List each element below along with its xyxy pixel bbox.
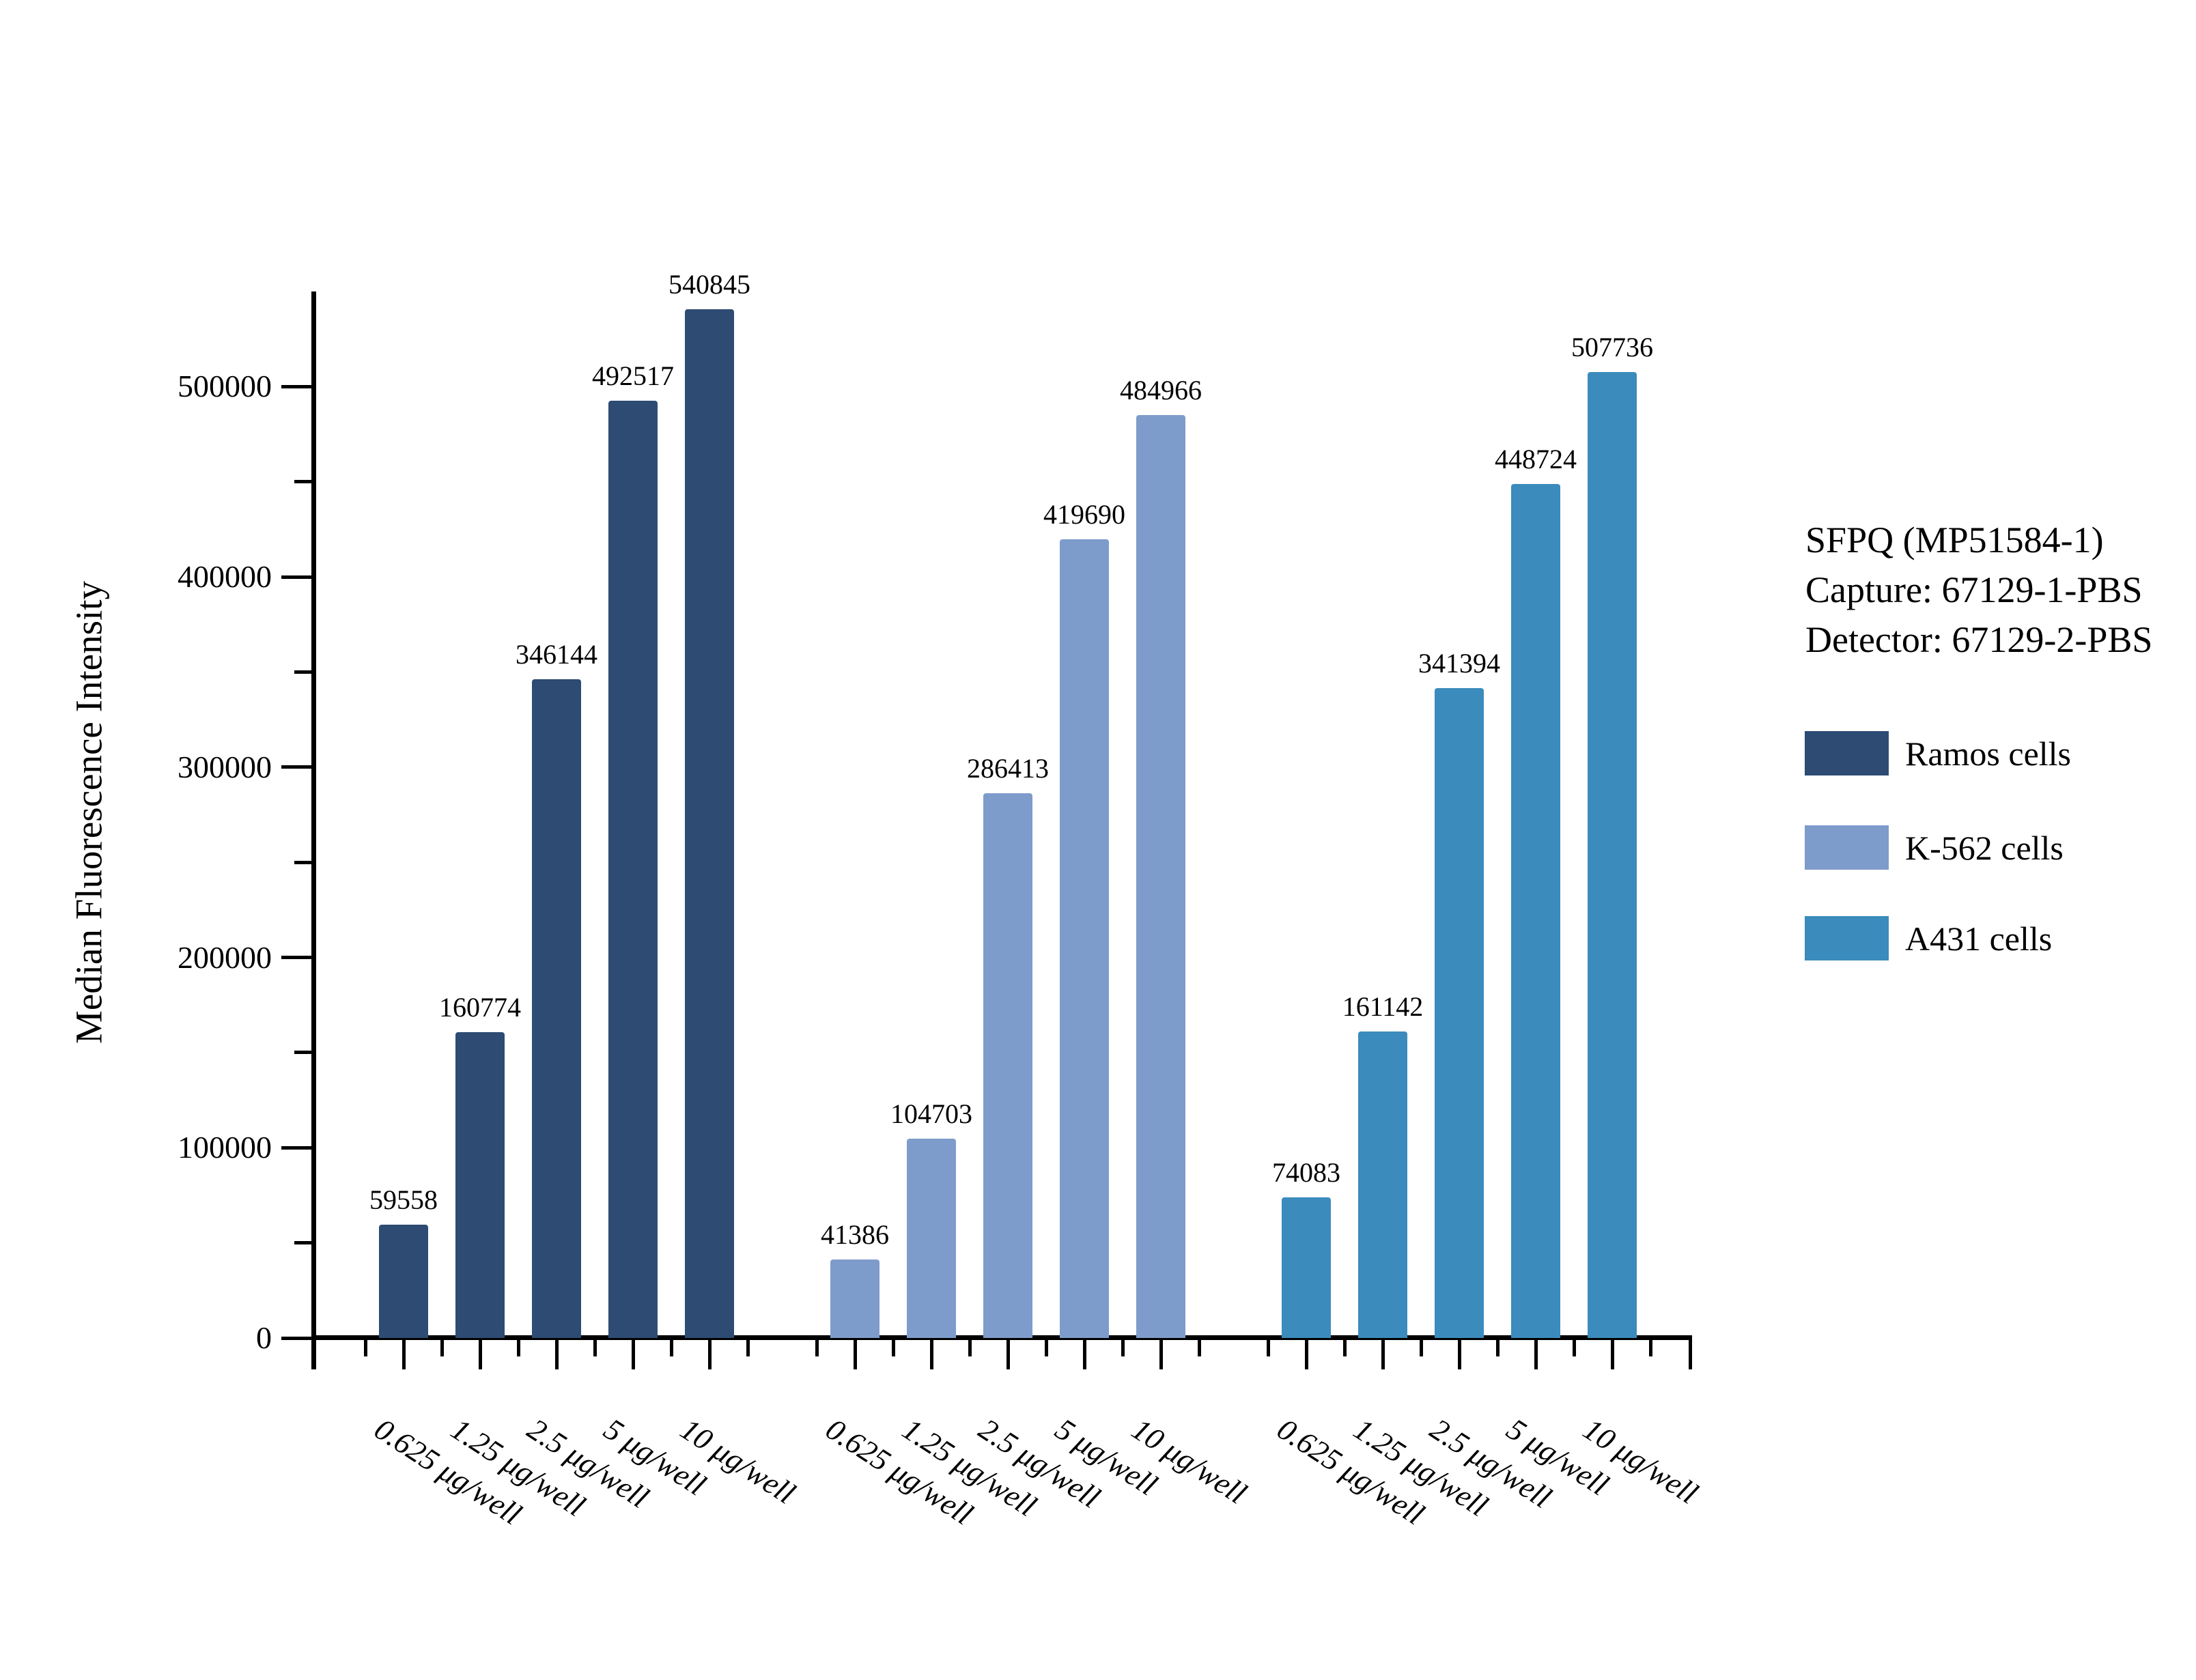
- bar: [685, 309, 734, 1338]
- x-major-tick: [402, 1338, 406, 1369]
- bar: [830, 1259, 879, 1338]
- x-major-tick: [1457, 1338, 1461, 1369]
- x-minor-tick: [1495, 1338, 1500, 1356]
- bar: [379, 1224, 428, 1338]
- x-minor-tick: [516, 1338, 520, 1356]
- x-minor-tick: [1572, 1338, 1576, 1356]
- bar-value-label: 160774: [439, 991, 521, 1023]
- bar: [983, 793, 1032, 1338]
- x-minor-tick: [1648, 1338, 1652, 1356]
- x-major-tick: [1381, 1338, 1385, 1369]
- x-axis-end-tick: [1689, 1335, 1692, 1369]
- bar: [1282, 1197, 1331, 1338]
- bar: [455, 1031, 505, 1338]
- bar-value-label: 41386: [821, 1219, 889, 1250]
- bar-value-label: 507736: [1571, 331, 1653, 362]
- bar: [608, 401, 658, 1338]
- y-tick-label: 500000: [178, 369, 272, 404]
- legend-header: SFPQ (MP51584-1) Capture: 67129-1-PBS De…: [1805, 515, 2152, 665]
- x-minor-tick: [746, 1338, 750, 1356]
- ramos-color-swatch: [1805, 731, 1889, 775]
- x-minor-tick: [1121, 1338, 1125, 1356]
- a431-color-swatch: [1805, 916, 1889, 960]
- bar: [1435, 688, 1484, 1338]
- bar: [907, 1139, 956, 1338]
- bar-value-label: 341394: [1418, 648, 1500, 679]
- bar-value-label: 484966: [1120, 375, 1202, 406]
- y-major-tick: [281, 956, 313, 960]
- x-major-tick: [631, 1338, 635, 1369]
- y-minor-tick: [294, 1241, 313, 1245]
- bar-value-label: 448724: [1495, 444, 1577, 475]
- y-major-tick: [281, 1145, 313, 1150]
- bar: [1060, 539, 1109, 1338]
- bar-value-label: 104703: [890, 1098, 972, 1130]
- bar-value-label: 540845: [668, 268, 750, 300]
- y-minor-tick: [294, 860, 313, 864]
- x-minor-tick: [968, 1338, 972, 1356]
- x-minor-tick: [1044, 1338, 1048, 1356]
- x-major-tick: [853, 1338, 857, 1369]
- x-major-tick: [478, 1338, 482, 1369]
- y-major-tick: [281, 384, 313, 388]
- bar-value-label: 74083: [1272, 1156, 1340, 1188]
- x-minor-tick: [815, 1338, 819, 1356]
- x-minor-tick: [440, 1338, 444, 1356]
- bar-value-label: 419690: [1043, 499, 1125, 530]
- legend-header-line-2: Capture: 67129-1-PBS: [1805, 569, 2143, 610]
- x-major-tick: [1082, 1338, 1086, 1369]
- legend-header-line-3: Detector: 67129-2-PBS: [1805, 619, 2153, 660]
- legend-entry-ramos: Ramos cells: [1805, 731, 2071, 775]
- bar: [1588, 371, 1637, 1338]
- x-minor-tick: [1419, 1338, 1423, 1356]
- legend-header-line-1: SFPQ (MP51584-1): [1805, 519, 2104, 560]
- x-minor-tick: [669, 1338, 673, 1356]
- legend-label-ramos: Ramos cells: [1905, 734, 2072, 773]
- x-minor-tick: [1197, 1338, 1201, 1356]
- bar-value-label: 346144: [516, 639, 597, 670]
- x-minor-tick: [1342, 1338, 1347, 1356]
- legend-label-k562: K-562 cells: [1905, 828, 2064, 867]
- y-tick-label: 400000: [178, 559, 272, 595]
- y-major-tick: [281, 1336, 313, 1340]
- y-axis-line: [311, 291, 316, 1369]
- bar-value-label: 492517: [592, 360, 674, 392]
- legend-label-a431: A431 cells: [1905, 919, 2053, 958]
- x-major-tick: [1006, 1338, 1010, 1369]
- legend-entry-k562: K-562 cells: [1805, 825, 2064, 870]
- y-tick-label: 300000: [178, 749, 272, 784]
- y-tick-label: 200000: [178, 939, 272, 975]
- bar-value-label: 59558: [369, 1184, 438, 1215]
- x-major-tick: [1534, 1338, 1538, 1369]
- bar: [1511, 484, 1560, 1338]
- x-major-tick: [1304, 1338, 1308, 1369]
- y-tick-label: 100000: [178, 1130, 272, 1165]
- bar-value-label: 161142: [1342, 991, 1424, 1022]
- y-major-tick: [281, 575, 313, 579]
- x-major-tick: [707, 1338, 712, 1369]
- x-major-tick: [554, 1338, 559, 1369]
- x-major-tick: [929, 1338, 933, 1369]
- x-major-tick: [1159, 1338, 1163, 1369]
- y-minor-tick: [294, 670, 313, 674]
- y-major-tick: [281, 765, 313, 769]
- y-minor-tick: [294, 1051, 313, 1055]
- x-minor-tick: [593, 1338, 597, 1356]
- x-major-tick: [1610, 1338, 1614, 1369]
- x-minor-tick: [891, 1338, 895, 1356]
- bar: [1358, 1031, 1407, 1338]
- legend-entry-a431: A431 cells: [1805, 916, 2052, 960]
- bar: [532, 679, 581, 1338]
- x-minor-tick: [1266, 1338, 1270, 1356]
- x-minor-tick: [363, 1338, 367, 1356]
- bar-value-label: 286413: [967, 752, 1049, 784]
- k562-color-swatch: [1805, 825, 1889, 870]
- bar: [1136, 415, 1185, 1338]
- y-minor-tick: [294, 480, 313, 484]
- y-tick-label: 0: [256, 1320, 272, 1355]
